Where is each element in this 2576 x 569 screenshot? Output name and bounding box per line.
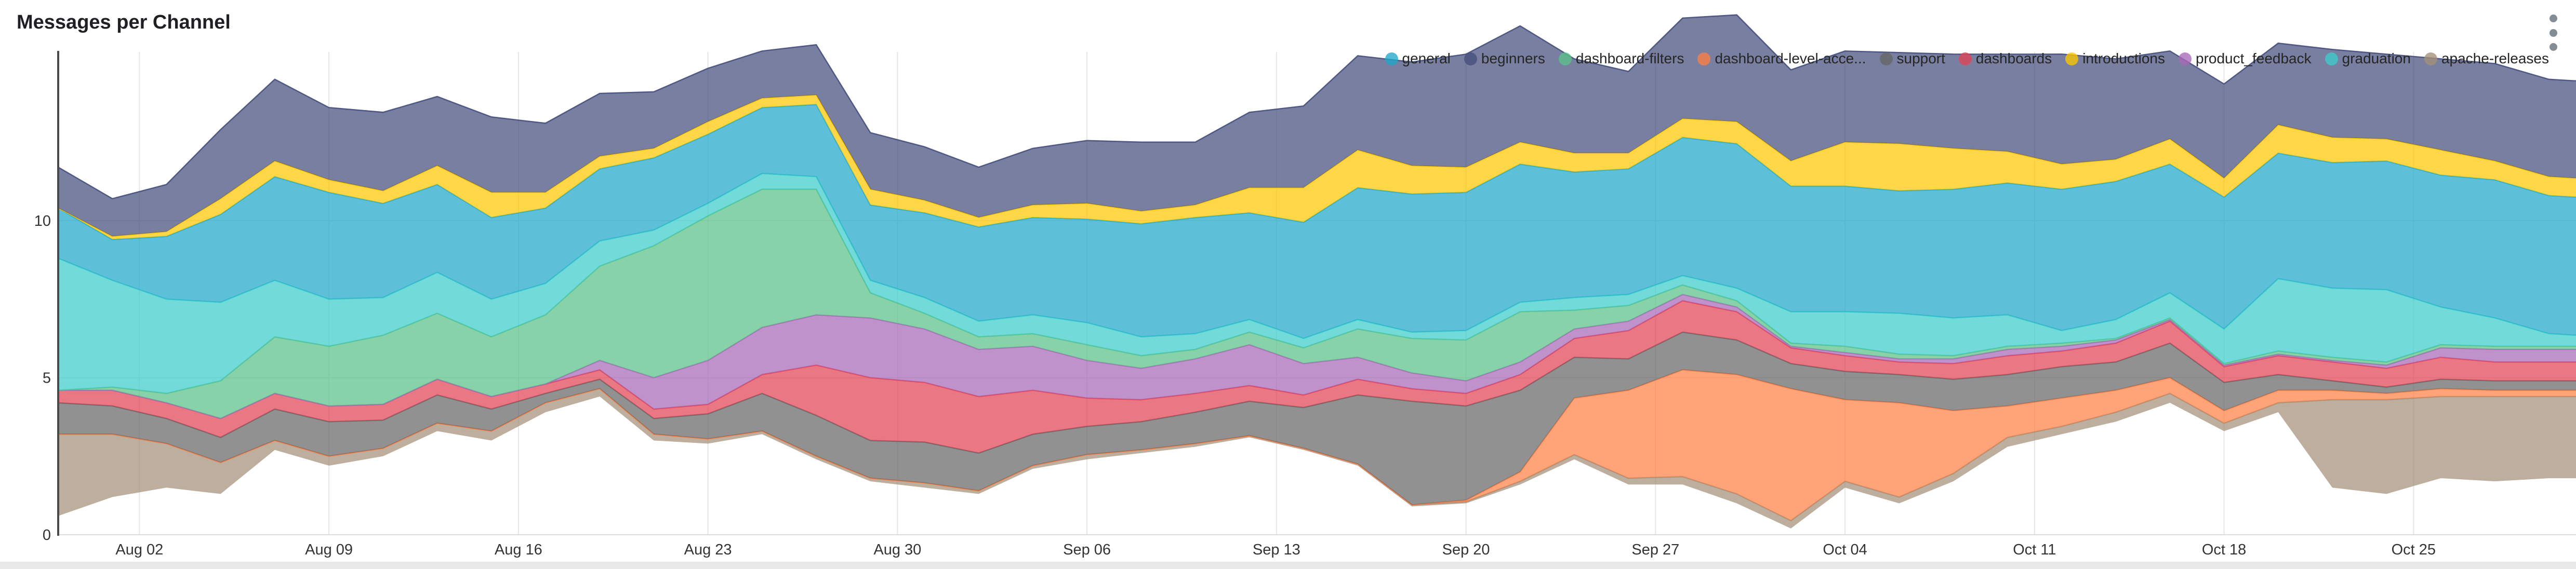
x-tick-label-aug-30: Aug 30 xyxy=(873,541,921,558)
legend-swatch-product-feedback xyxy=(2179,52,2192,65)
legend-item-general[interactable]: general xyxy=(1385,50,1451,67)
y-tick-label-10: 10 xyxy=(34,213,51,229)
x-tick-label-oct-18: Oct 18 xyxy=(2202,541,2246,558)
legend: general beginners dashboard-filters dashboa… xyxy=(1385,50,2549,67)
x-tick-label-aug-23: Aug 23 xyxy=(684,541,732,558)
area-band-product-feedback[interactable] xyxy=(58,294,2576,419)
area-band-dashboard-filters[interactable] xyxy=(58,189,2576,419)
area-line-dashboard-filters xyxy=(58,188,2576,395)
legend-item-support[interactable]: support xyxy=(1879,50,1945,67)
area-band-graduation[interactable] xyxy=(58,173,2576,394)
x-tick-label-sep-27: Sep 27 xyxy=(1631,541,1679,558)
legend-item-product-feedback[interactable]: product_feedback xyxy=(2179,50,2312,67)
kebab-dot xyxy=(2549,43,2557,51)
legend-label: apache-releases xyxy=(2441,50,2549,66)
area-band-dashboards[interactable] xyxy=(58,301,2576,453)
legend-item-dashboard-filters[interactable]: dashboard-filters xyxy=(1558,50,1684,67)
legend-swatch-dashboard-filters xyxy=(1558,52,1572,65)
legend-swatch-general xyxy=(1385,52,1398,65)
x-tick-label-aug-16: Aug 16 xyxy=(495,541,542,558)
legend-swatch-apache-releases xyxy=(2424,52,2437,65)
legend-label: beginners xyxy=(1481,50,1545,66)
legend-label: support xyxy=(1896,50,1945,66)
area-band-beginners[interactable] xyxy=(58,15,2576,237)
legend-label: product_feedback xyxy=(2196,50,2312,66)
x-tick-label-oct-11: Oct 11 xyxy=(2013,541,2056,558)
kebab-dot xyxy=(2549,29,2557,37)
legend-item-beginners[interactable]: beginners xyxy=(1464,50,1545,67)
area-band-support[interactable] xyxy=(58,332,2576,505)
legend-label: graduation xyxy=(2342,50,2411,66)
x-tick-label-sep-20: Sep 20 xyxy=(1442,541,1490,558)
page-title: Messages per Channel xyxy=(17,11,231,33)
area-line-product-feedback xyxy=(58,293,2576,419)
area-band-general[interactable] xyxy=(58,104,2576,338)
y-tick-label-0: 0 xyxy=(43,527,51,544)
legend-swatch-graduation xyxy=(2325,52,2338,65)
legend-item-dashboards[interactable]: dashboards xyxy=(1958,50,2052,67)
legend-item-dashboard-level-acce[interactable]: dashboard-level-acce... xyxy=(1697,50,1866,67)
legend-swatch-introductions xyxy=(2065,52,2079,65)
legend-item-apache-releases[interactable]: apache-releases xyxy=(2424,50,2549,67)
y-tick-label-5: 5 xyxy=(43,370,51,387)
area-band-apache-releases[interactable] xyxy=(58,388,2576,529)
legend-label: general xyxy=(1402,50,1451,66)
kebab-dot xyxy=(2549,15,2557,22)
x-tick-label-sep-06: Sep 06 xyxy=(1063,541,1111,558)
legend-swatch-dashboards xyxy=(1958,52,1972,65)
x-tick-label-oct-25: Oct 25 xyxy=(2392,541,2436,558)
legend-label: introductions xyxy=(2082,50,2166,66)
kebab-menu-icon[interactable] xyxy=(2543,15,2564,51)
legend-label: dashboard-level-acce... xyxy=(1715,50,1866,66)
legend-item-graduation[interactable]: graduation xyxy=(2325,50,2411,67)
area-band-introductions[interactable] xyxy=(58,95,2576,240)
legend-swatch-beginners xyxy=(1464,52,1477,65)
legend-swatch-support xyxy=(1879,52,1893,65)
x-tick-label-aug-02: Aug 02 xyxy=(115,541,163,558)
legend-label: dashboards xyxy=(1975,50,2052,66)
x-tick-label-oct-04: Oct 04 xyxy=(1823,541,1867,558)
legend-item-introductions[interactable]: introductions xyxy=(2065,50,2165,67)
legend-label: dashboard-filters xyxy=(1575,50,1684,66)
x-tick-label-sep-13: Sep 13 xyxy=(1253,541,1300,558)
legend-swatch-dashboard-level-acce xyxy=(1697,52,1711,65)
x-tick-label-aug-09: Aug 09 xyxy=(305,541,353,558)
